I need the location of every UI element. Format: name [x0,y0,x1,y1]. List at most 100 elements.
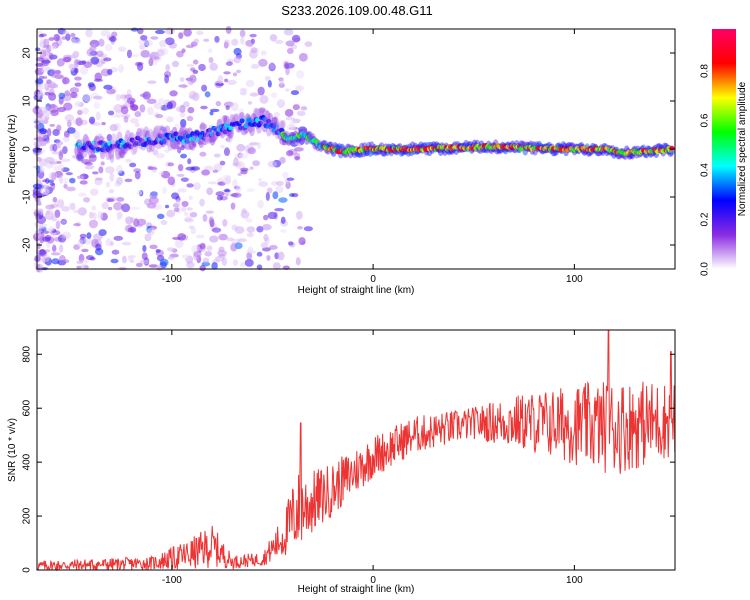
spectrogram-cell [39,249,46,256]
spectrogram-cell [208,57,214,64]
spectrogram-cell [148,54,158,59]
spectrogram-cell [278,197,288,203]
spectrogram-cell [115,147,122,160]
spectrogram-cell [263,214,269,221]
spectrogram-cell [278,127,285,133]
spectrogram-cell [225,61,233,66]
spectrogram-cell [266,187,273,194]
spectrogram-cell [178,32,184,40]
spectrogram-cell [264,75,271,82]
spectrogram-cell [58,244,64,253]
spectrogram-cell [110,258,119,264]
spectrogram-cell [257,120,264,126]
spectrogram-cell [156,213,165,220]
spectrogram-cell [212,169,219,174]
spectrogram-cell [143,39,153,47]
colorbar-ticks: 0.0 0.2 0.4 0.6 0.8 [700,64,711,276]
spectrogram-cell [269,62,276,71]
spectrogram-cell [233,157,239,167]
spectrogram-cell [239,29,246,38]
spectrogram-cell [250,63,260,70]
spectrogram-cell [169,90,178,97]
spectrogram-cell [155,113,164,119]
spectrogram-cell [155,249,161,253]
spectrogram-cell [258,107,266,114]
spectrogram-cell [275,180,284,186]
spectrogram-cell [272,191,279,200]
spectrogram-cell [208,216,214,225]
spectrogram-cell [107,206,113,211]
spectrogram-cell [131,53,140,58]
spectrogram-cell [109,241,114,246]
snr-xtick-label: 0 [370,575,376,586]
spectrogram-cell [40,82,48,89]
spectrogram-cell [85,255,95,261]
spectrogram-cell [225,237,235,242]
spectrogram-cell [141,252,148,260]
spectrogram-cell [36,202,42,206]
spectrogram-cell [58,254,66,264]
spectrogram-cell [136,218,147,226]
spectrogram-cell [101,202,109,210]
spectrogram-cell [74,144,81,157]
spectrogram-cell [173,207,180,213]
spectrogram-cell [204,91,211,98]
spectrogram-cell [294,156,300,160]
spectrogram-cell [220,144,225,149]
spectrogram-cell [223,189,231,193]
spectrogram-cell [187,106,195,114]
spectrogram-cell [107,68,113,76]
spectrogram-cell [222,178,230,184]
spectrogram-cell [79,66,89,75]
spectrogram-cell [124,178,133,183]
spectrogram-cell [247,147,256,155]
spectrogram-cell [149,244,158,250]
spectrogram-cell [230,102,239,112]
spectrogram-cell [267,211,278,220]
spectrogram-cell [232,72,238,77]
spectrogram-cell [217,75,224,84]
spectrogram-cell [180,153,188,159]
spectrogram-cell [54,145,61,149]
spectrogram-cell [185,166,195,171]
spectrogram-cell [130,27,139,32]
spectrogram-ytick-label: 0 [22,146,33,152]
spectrogram-cell [167,256,175,260]
spectrogram-cell [243,123,249,129]
spectrogram-ytick-label: -20 [22,237,33,252]
spectrogram-cell [103,84,113,90]
spectrogram-cell [167,176,176,186]
spectrogram-cell [118,64,124,73]
spectrogram-cell [291,192,299,198]
spectrogram-cell [205,210,214,214]
spectrogram-cell [101,122,106,126]
spectrogram-cell [274,208,285,212]
spectrogram-cell [250,47,258,54]
spectrogram-cell [266,255,271,261]
spectrogram-cell [167,162,175,167]
spectrogram-cell [183,28,192,37]
spectrogram-cell [285,40,295,47]
spectrogram-cell [78,192,87,197]
spectrogram-cell [130,117,139,124]
spectrogram-cell [253,107,260,120]
spectrogram-cell [105,181,111,188]
spectrogram-cell [298,52,308,62]
spectrogram-cell [175,199,181,206]
spectrogram-cell [91,140,97,146]
spectrogram-cell [188,225,195,230]
spectrogram-cell [76,265,81,269]
spectrogram-cell [49,103,56,109]
snr-series-line [36,329,676,572]
spectrogram-cell [49,81,56,89]
spectrogram-cell [33,137,44,141]
spectrogram-cell [46,79,52,84]
spectrogram-cell [214,35,220,43]
spectrogram-cell [172,236,182,241]
spectrogram-cell [219,160,226,166]
spectrogram-cell [236,69,242,74]
spectrogram-cell [62,136,70,143]
spectrogram-cell [173,131,179,137]
